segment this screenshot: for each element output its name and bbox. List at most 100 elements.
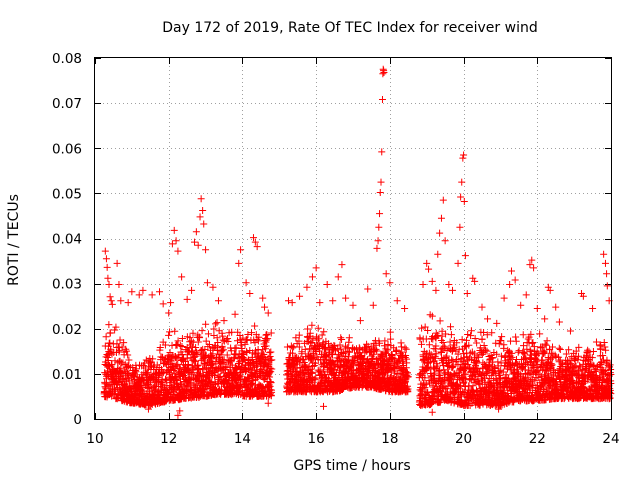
roti-point xyxy=(264,309,272,317)
roti-point xyxy=(246,290,254,298)
roti-point xyxy=(457,193,465,201)
roti-point xyxy=(428,408,436,416)
roti-point xyxy=(456,223,464,231)
roti-point xyxy=(171,327,179,335)
chart-title: Day 172 of 2019, Rate Of TEC Index for r… xyxy=(162,20,537,36)
roti-point xyxy=(467,327,475,335)
roti-point xyxy=(266,352,274,360)
roti-point xyxy=(458,178,466,186)
roti-point xyxy=(263,330,271,338)
roti-point xyxy=(105,281,113,289)
roti-point xyxy=(139,286,147,294)
roti-point xyxy=(403,359,411,367)
roti-point xyxy=(552,303,560,311)
roti-point xyxy=(345,338,353,346)
roti-point xyxy=(546,286,554,294)
roti-point xyxy=(338,335,346,343)
roti-point xyxy=(212,320,220,328)
roti-point xyxy=(232,344,240,352)
roti-point xyxy=(603,270,611,278)
roti-point xyxy=(372,345,380,353)
roti-point xyxy=(288,299,296,307)
roti-point xyxy=(168,359,176,367)
roti-point xyxy=(544,283,552,291)
roti-point xyxy=(146,359,154,367)
roti-point xyxy=(125,356,133,364)
roti-point xyxy=(376,210,384,218)
roti-point xyxy=(419,281,427,289)
roti-point xyxy=(191,238,199,246)
roti-point xyxy=(316,299,324,307)
roti-point xyxy=(296,359,304,367)
roti-point xyxy=(174,337,182,345)
roti-point xyxy=(436,229,444,237)
roti-point xyxy=(208,360,216,368)
roti-point xyxy=(334,345,342,353)
roti-point xyxy=(459,154,467,162)
roti-point xyxy=(156,288,163,296)
roti-point xyxy=(200,220,208,228)
roti-point xyxy=(202,337,210,345)
roti-point xyxy=(398,348,406,356)
roti-point xyxy=(117,297,125,305)
roti-point xyxy=(313,336,321,344)
roti-point xyxy=(417,340,425,348)
x-tick-label: 24 xyxy=(602,431,619,447)
roti-point xyxy=(237,338,245,346)
roti-point xyxy=(346,363,354,371)
roti-point xyxy=(124,351,132,359)
y-tick-labels: 00.010.020.030.040.050.060.070.08 xyxy=(52,51,82,428)
roti-point xyxy=(493,319,501,327)
roti-point xyxy=(231,344,239,352)
roti-point xyxy=(202,246,210,254)
roti-point xyxy=(378,148,386,156)
roti-point xyxy=(223,363,231,371)
roti-point xyxy=(196,334,204,342)
roti-point xyxy=(231,310,239,318)
roti-point xyxy=(184,361,192,369)
x-tick-label: 20 xyxy=(455,431,472,447)
roti-point xyxy=(425,349,433,357)
roti-point xyxy=(507,267,515,275)
roti-data-points xyxy=(100,65,615,419)
roti-point xyxy=(188,286,196,294)
roti-point xyxy=(291,360,299,368)
roti-point xyxy=(402,345,410,353)
roti-point xyxy=(436,317,444,325)
roti-point xyxy=(376,339,384,347)
roti-point xyxy=(364,342,372,350)
roti-point xyxy=(432,286,440,294)
roti-point xyxy=(463,290,471,298)
roti-point xyxy=(199,207,207,215)
roti-point xyxy=(404,385,412,393)
roti-point xyxy=(191,357,199,365)
roti-point xyxy=(506,281,514,289)
roti-point xyxy=(322,345,330,353)
x-tick-label: 18 xyxy=(381,431,398,447)
roti-point xyxy=(555,344,563,352)
roti-point xyxy=(533,304,541,312)
roti-point xyxy=(337,334,345,342)
roti-point xyxy=(498,333,506,341)
roti-point xyxy=(473,339,481,347)
roti-point xyxy=(189,329,197,337)
roti-point xyxy=(259,294,267,302)
roti-point xyxy=(258,366,266,374)
roti-point xyxy=(167,299,175,307)
y-tick-label: 0.06 xyxy=(52,141,82,157)
roti-point xyxy=(445,281,453,289)
roti-point xyxy=(262,342,270,350)
roti-point xyxy=(241,368,249,376)
roti-point xyxy=(102,255,110,263)
roti-point xyxy=(159,369,167,377)
roti-point xyxy=(161,341,169,349)
roti-point xyxy=(190,353,198,361)
roti-point xyxy=(425,265,433,273)
roti-point xyxy=(118,343,126,351)
roti-point xyxy=(196,213,204,221)
roti-point xyxy=(165,331,173,339)
roti-point xyxy=(210,325,218,333)
roti-point xyxy=(209,359,217,367)
roti-point xyxy=(439,196,447,204)
roti-point xyxy=(213,319,221,327)
